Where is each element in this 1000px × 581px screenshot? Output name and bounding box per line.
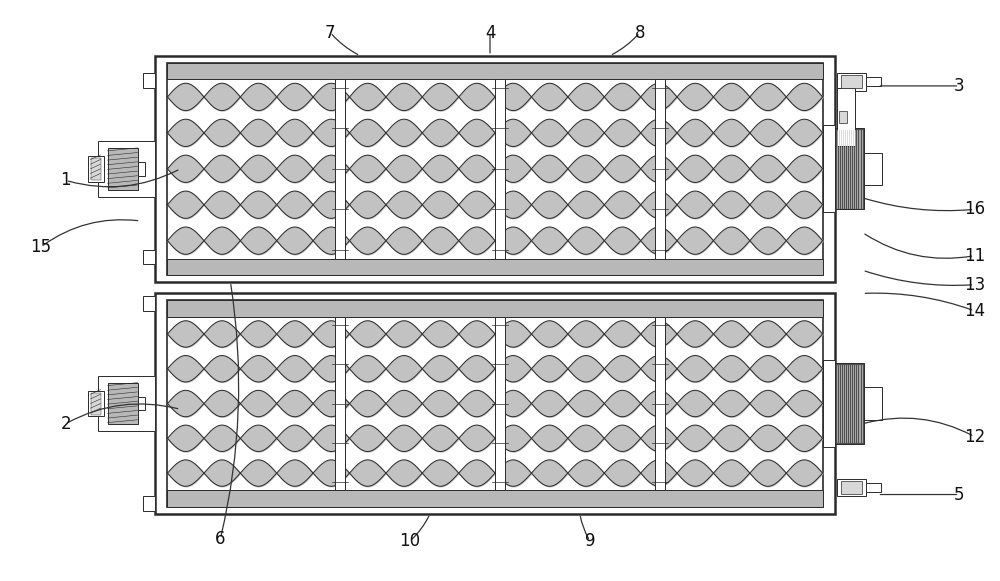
Bar	[167, 300, 823, 507]
Bar	[143, 296, 155, 311]
Bar	[841, 76, 862, 88]
Bar	[91, 393, 101, 414]
Bar	[864, 153, 882, 185]
Bar	[835, 128, 864, 209]
Bar	[835, 363, 864, 444]
Text: 10: 10	[400, 532, 421, 550]
Bar	[88, 391, 104, 416]
Bar	[823, 360, 835, 447]
Bar	[841, 481, 862, 494]
Bar	[143, 250, 155, 264]
Bar	[167, 63, 823, 275]
Text: 5: 5	[954, 486, 965, 504]
Text: 1: 1	[60, 171, 71, 189]
Bar	[837, 479, 866, 496]
Bar	[335, 79, 345, 259]
Text: 9: 9	[585, 532, 595, 550]
Bar	[864, 388, 882, 419]
Bar	[837, 73, 866, 91]
Text: 8: 8	[635, 24, 645, 42]
Bar	[495, 79, 505, 259]
Bar	[138, 397, 145, 411]
Bar	[108, 148, 138, 189]
Bar	[138, 162, 145, 175]
Bar	[91, 158, 101, 180]
Bar	[655, 79, 665, 259]
Text: 12: 12	[964, 428, 985, 446]
Bar	[837, 88, 855, 146]
Bar	[143, 73, 155, 88]
Bar	[335, 317, 345, 490]
Text: 11: 11	[964, 247, 985, 265]
Bar	[167, 490, 823, 507]
Text: 16: 16	[964, 200, 985, 218]
Bar	[98, 141, 155, 196]
Bar	[98, 376, 155, 431]
Text: 7: 7	[325, 24, 335, 42]
Bar	[835, 156, 847, 181]
Text: 3: 3	[954, 77, 965, 95]
Bar	[823, 125, 835, 212]
Bar	[839, 111, 847, 123]
Text: 4: 4	[485, 24, 495, 42]
Text: 14: 14	[964, 302, 985, 320]
Bar	[655, 317, 665, 490]
Bar	[88, 156, 104, 181]
Text: 6: 6	[215, 529, 226, 547]
Text: 13: 13	[964, 276, 985, 294]
Bar	[866, 483, 881, 492]
Bar	[143, 496, 155, 511]
Bar	[495, 317, 505, 490]
Bar	[167, 63, 823, 79]
Bar	[167, 259, 823, 275]
Bar	[108, 383, 138, 424]
Bar	[155, 56, 835, 282]
Bar	[155, 293, 835, 514]
Text: 2: 2	[60, 415, 71, 433]
Bar	[835, 391, 847, 416]
Bar	[866, 77, 881, 86]
Text: 15: 15	[30, 238, 51, 256]
Bar	[167, 300, 823, 317]
